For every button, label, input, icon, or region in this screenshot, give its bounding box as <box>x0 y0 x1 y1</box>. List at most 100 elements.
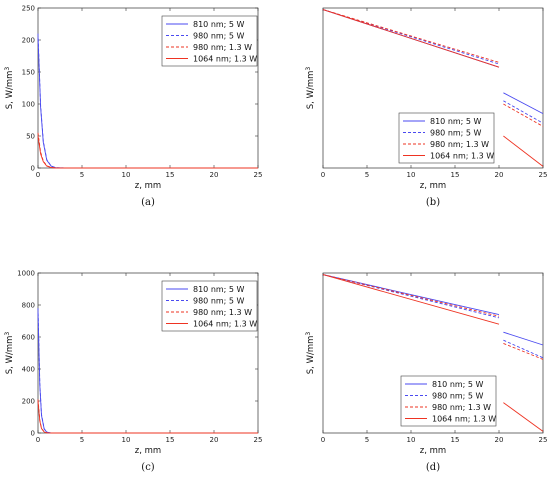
x-tick-label: 25 <box>254 436 263 444</box>
legend-label-3: 1064 nm; 1.3 W <box>432 414 496 423</box>
x-axis-label: z, mm <box>420 181 446 191</box>
plot-frame <box>322 7 544 169</box>
y-axis-label: S, W/mm3 <box>4 67 15 110</box>
legend-label-0: 810 nm; 5 W <box>432 380 484 389</box>
legend-label-2: 980 nm; 1.3 W <box>432 403 491 412</box>
series-line-3-seg-0 <box>37 135 258 169</box>
y-axis-label-text: S, W/mm <box>306 336 316 375</box>
legend-label-2: 980 nm; 1.3 W <box>193 308 252 317</box>
panel-caption: (b) <box>426 197 440 208</box>
series-line-3-seg-1 <box>503 402 544 432</box>
series-line-3-seg-1 <box>503 135 544 167</box>
x-tick-label: 5 <box>365 171 369 179</box>
y-axis-label-exponent: 3 <box>4 67 11 71</box>
y-axis-label-exponent: 3 <box>4 332 11 336</box>
series-line-3-seg-0 <box>37 400 258 434</box>
legend-label-0: 810 nm; 5 W <box>193 20 245 29</box>
series-line-2-seg-0 <box>322 274 500 317</box>
legend: 810 nm; 5 W 980 nm; 5 W 980 nm; 1.3 W 1064 … <box>398 112 495 164</box>
legend-label-1: 980 nm; 5 W <box>430 128 482 137</box>
plot-frame <box>322 272 544 434</box>
series-line-2-seg-0 <box>37 132 258 169</box>
x-tick-label: 5 <box>80 436 84 444</box>
legend-label-0: 810 nm; 5 W <box>430 117 482 126</box>
y-tick-label: 1000 <box>17 270 35 278</box>
x-tick-label: 25 <box>539 171 548 179</box>
legend-label-2: 980 nm; 1.3 W <box>430 140 489 149</box>
y-axis-label-exponent: 3 <box>305 67 312 71</box>
panel-c: 0 5 10 15 20 25 0 200 400 600 800 1000 z, mm S, W/mm3… <box>4 270 262 474</box>
y-tick-label: 50 <box>26 133 35 141</box>
series-line-0-seg-1 <box>503 92 544 114</box>
series-line-1-seg-0 <box>37 308 258 434</box>
panel-d: 0 5 10 15 20 25 z, mm S, W/mm3 810 nm; 5 W 980 nm… <box>305 272 548 473</box>
y-axis-label: S, W/mm3 <box>4 332 15 375</box>
x-tick-label: 15 <box>166 171 175 179</box>
y-tick-label: 200 <box>22 398 35 406</box>
x-tick-label: 10 <box>122 436 131 444</box>
legend-label-3: 1064 nm; 1.3 W <box>430 151 494 160</box>
series-line-3-seg-0 <box>322 9 500 68</box>
y-tick-label: 0 <box>31 165 35 173</box>
y-tick-label: 400 <box>22 366 35 374</box>
legend-label-1: 980 nm; 5 W <box>193 296 245 305</box>
y-tick-label: 800 <box>22 302 35 310</box>
x-axis-label: z, mm <box>135 181 161 191</box>
y-axis-label: S, W/mm3 <box>305 332 316 375</box>
series-line-2-seg-1 <box>503 342 544 360</box>
x-tick-label: 25 <box>254 171 263 179</box>
series-line-1-seg-1 <box>503 100 544 124</box>
legend: 810 nm; 5 W 980 nm; 5 W 980 nm; 1.3 W 1064 … <box>161 280 258 332</box>
panel-b: 0 5 10 15 20 25 z, mm S, W/mm3 810 nm; 5 W 980 nm… <box>305 7 548 208</box>
x-tick-label: 0 <box>36 436 40 444</box>
y-tick-label: 200 <box>22 37 35 45</box>
x-tick-label: 10 <box>407 171 416 179</box>
series-line-2-seg-1 <box>503 103 544 127</box>
y-tick-label: 600 <box>22 334 35 342</box>
legend: 810 nm; 5 W 980 nm; 5 W 980 nm; 1.3 W 1064 … <box>400 375 497 427</box>
x-tick-label: 15 <box>451 171 460 179</box>
panel-caption: (c) <box>141 462 155 473</box>
series-line-2-seg-0 <box>322 9 500 63</box>
y-axis-label-text: S, W/mm <box>5 71 15 110</box>
x-tick-label: 25 <box>539 436 548 444</box>
x-tick-label: 0 <box>321 436 325 444</box>
x-tick-label: 5 <box>365 436 369 444</box>
y-axis-label-text: S, W/mm <box>5 336 15 375</box>
series-line-1-seg-1 <box>503 339 544 359</box>
legend-label-3: 1064 nm; 1.3 W <box>193 54 257 63</box>
panel-caption: (a) <box>141 197 155 208</box>
y-axis-label: S, W/mm3 <box>305 67 316 110</box>
y-tick-label: 100 <box>22 101 35 109</box>
x-axis-label: z, mm <box>135 446 161 456</box>
series-line-0-seg-1 <box>503 331 544 346</box>
x-tick-label: 20 <box>495 171 504 179</box>
legend-label-2: 980 nm; 1.3 W <box>193 43 252 52</box>
legend-label-1: 980 nm; 5 W <box>432 391 484 400</box>
x-tick-label: 0 <box>36 171 40 179</box>
x-axis-label: z, mm <box>420 446 446 456</box>
x-tick-label: 10 <box>407 436 416 444</box>
x-tick-label: 10 <box>122 171 131 179</box>
x-tick-label: 15 <box>451 436 460 444</box>
y-tick-label: 150 <box>22 69 35 77</box>
legend-label-3: 1064 nm; 1.3 W <box>193 319 257 328</box>
y-axis-label-text: S, W/mm <box>306 71 316 110</box>
y-tick-label: 0 <box>31 430 35 438</box>
legend: 810 nm; 5 W 980 nm; 5 W 980 nm; 1.3 W 1064 … <box>161 15 258 67</box>
legend-label-1: 980 nm; 5 W <box>193 31 245 40</box>
panel-caption: (d) <box>426 462 440 473</box>
y-axis-label-exponent: 3 <box>305 332 312 336</box>
x-tick-label: 20 <box>210 171 219 179</box>
x-tick-label: 15 <box>166 436 175 444</box>
x-tick-label: 0 <box>321 171 325 179</box>
x-tick-label: 5 <box>80 171 84 179</box>
legend-label-0: 810 nm; 5 W <box>193 285 245 294</box>
series-line-3-seg-0 <box>322 274 500 325</box>
x-tick-label: 20 <box>210 436 219 444</box>
y-tick-label: 250 <box>22 5 35 13</box>
series-line-2-seg-0 <box>37 399 258 434</box>
x-tick-label: 20 <box>495 436 504 444</box>
